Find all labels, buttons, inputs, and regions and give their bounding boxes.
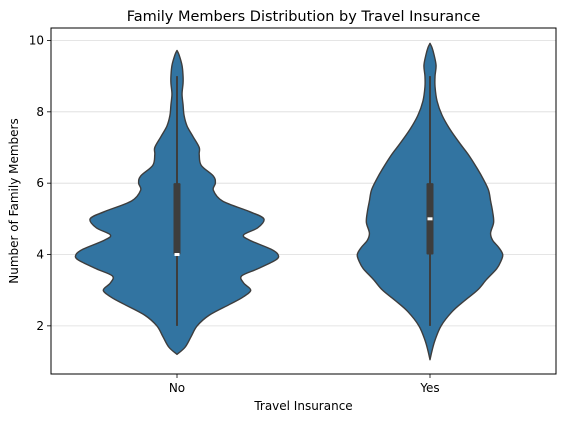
- iqr-box: [173, 183, 181, 255]
- y-tick-label: 10: [29, 33, 44, 47]
- y-tick-label: 2: [36, 319, 44, 333]
- violins: [74, 42, 504, 361]
- x-axis-label: Travel Insurance: [253, 399, 352, 413]
- y-tick-label: 6: [36, 176, 44, 190]
- median-marker: [427, 217, 433, 221]
- x-tick-label: No: [169, 381, 185, 395]
- y-axis-label: Number of Family Members: [7, 118, 21, 283]
- violin-no: [74, 49, 280, 356]
- y-tick-label: 8: [36, 105, 44, 119]
- violin-yes: [356, 42, 504, 361]
- x-tick-label: Yes: [419, 381, 439, 395]
- plot-frame: [50, 27, 557, 375]
- median-marker: [174, 253, 180, 257]
- axes: 2 4 6 8 10 No Yes: [29, 33, 440, 395]
- y-tick-label: 4: [36, 248, 44, 262]
- chart-title: Family Members Distribution by Travel In…: [127, 9, 481, 25]
